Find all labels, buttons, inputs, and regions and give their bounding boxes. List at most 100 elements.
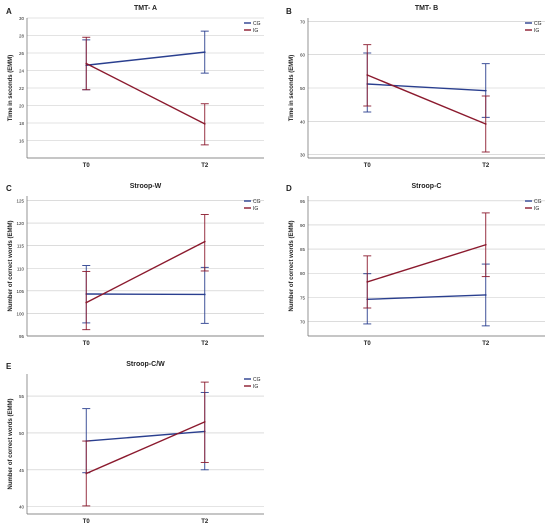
- y-tick-label: 115: [17, 244, 25, 249]
- y-tick-label: 18: [19, 121, 25, 126]
- y-axis-label: Time in seconds (EMM): [8, 55, 14, 122]
- x-tick-label: T0: [83, 341, 91, 347]
- y-tick-label: 70: [300, 19, 306, 24]
- legend-label: IG: [253, 384, 258, 390]
- legend-label: CG: [534, 21, 542, 27]
- data-point: [203, 293, 206, 296]
- y-tick-label: 22: [19, 86, 25, 91]
- chart-title: Stroop-C/W: [126, 361, 165, 368]
- chart-title: Stroop-W: [130, 183, 162, 190]
- series-line: [366, 74, 487, 125]
- panel-letter: B: [286, 7, 292, 16]
- series-line: [86, 51, 205, 66]
- series-line: [85, 421, 206, 475]
- y-axis-label: Number of correct words (EMM): [289, 220, 295, 311]
- y-tick-label: 26: [19, 51, 25, 56]
- y-tick-label: 85: [300, 247, 306, 252]
- y-tick-label: 105: [16, 289, 24, 294]
- panel-b: B TMT- B 30 40 50 60 70 Time in seconds (EMM) T0…: [286, 5, 545, 169]
- series-line: [367, 244, 486, 283]
- y-tick-label: 16: [19, 139, 25, 144]
- data-point: [203, 240, 206, 243]
- data-point: [85, 472, 88, 475]
- panel-e: E Stroop-C/W 40 45 50 55 Number of correct wor…: [6, 361, 264, 525]
- series-line: [367, 83, 486, 92]
- series-line: [367, 294, 486, 301]
- y-tick-label: 90: [300, 223, 306, 228]
- y-tick-label: 50: [300, 86, 306, 91]
- y-tick-label: 110: [17, 266, 25, 271]
- series-ig: [82, 214, 209, 331]
- series-cg: [82, 391, 209, 474]
- y-tick-label: 75: [300, 295, 306, 300]
- y-tick-label: 55: [19, 394, 25, 399]
- x-tick-label: T2: [482, 163, 490, 169]
- y-tick-label: 95: [300, 199, 306, 204]
- y-tick-label: 45: [19, 468, 25, 473]
- series-ig: [82, 381, 209, 507]
- x-tick-label: T0: [364, 163, 372, 169]
- data-point: [484, 243, 487, 246]
- data-point: [85, 62, 88, 65]
- y-axis-label: Time in seconds (EMM): [289, 55, 295, 122]
- x-tick-label: T0: [83, 519, 91, 525]
- y-tick-label: 24: [19, 69, 25, 74]
- y-tick-label: 40: [300, 119, 306, 124]
- y-tick-label: 28: [19, 34, 25, 39]
- y-tick-label: 30: [19, 16, 25, 21]
- series-line: [86, 430, 205, 442]
- y-tick-label: 40: [19, 505, 25, 510]
- data-point: [203, 420, 206, 423]
- panel-d: D Stroop-C 70 75 80 85 90 95 Number of correct w…: [286, 183, 545, 347]
- panel-c: C Stroop-W 95 100 105 110 115 120 125 Number of c…: [6, 183, 264, 347]
- y-tick-label: 125: [16, 199, 24, 204]
- series-line: [85, 62, 206, 125]
- legend-label: IG: [534, 28, 539, 34]
- legend-label: IG: [253, 28, 258, 34]
- panel-letter: C: [6, 184, 12, 193]
- legend-label: CG: [534, 199, 542, 205]
- data-point: [366, 74, 369, 76]
- y-axis-label: Number of correct words (EMM): [8, 398, 14, 489]
- legend-label: CG: [253, 199, 261, 205]
- chart-title: Stroop-C: [412, 183, 442, 190]
- legend-label: CG: [253, 21, 261, 27]
- panel-letter: D: [286, 184, 292, 193]
- series-line: [85, 240, 206, 304]
- series-ig: [363, 44, 490, 153]
- series-cg: [363, 52, 490, 118]
- legend-label: CG: [253, 377, 261, 383]
- series-ig: [363, 212, 490, 309]
- panel-letter: A: [6, 7, 12, 16]
- y-tick-label: 30: [300, 153, 306, 158]
- y-tick-label: 95: [19, 334, 25, 339]
- x-tick-label: T2: [201, 163, 209, 169]
- x-tick-label: T2: [201, 519, 209, 525]
- data-point: [484, 294, 487, 296]
- data-point: [484, 123, 487, 125]
- chart-title: TMT- A: [134, 5, 157, 12]
- panel-letter: E: [6, 362, 12, 371]
- data-point: [85, 301, 88, 304]
- y-axis-label: Number of correct words (EMM): [8, 220, 14, 311]
- series-cg: [82, 30, 209, 91]
- y-tick-label: 50: [19, 431, 25, 436]
- legend-label: IG: [253, 206, 258, 212]
- y-tick-label: 120: [16, 221, 24, 226]
- panel-a: A TMT- A 16 18 20 22 24 26 28 30 Time in seconds (…: [6, 5, 264, 169]
- x-tick-label: T0: [83, 163, 91, 169]
- x-tick-label: T2: [482, 341, 490, 347]
- y-tick-label: 100: [16, 311, 24, 316]
- x-tick-label: T2: [201, 341, 209, 347]
- data-point: [203, 122, 206, 125]
- y-tick-label: 20: [19, 104, 25, 109]
- data-point: [366, 281, 369, 283]
- x-tick-label: T0: [364, 341, 372, 347]
- data-point: [203, 51, 206, 54]
- chart-title: TMT- B: [415, 5, 438, 12]
- y-tick-label: 80: [300, 271, 306, 276]
- series-ig: [82, 36, 209, 146]
- data-point: [484, 89, 487, 92]
- y-tick-label: 60: [300, 53, 306, 58]
